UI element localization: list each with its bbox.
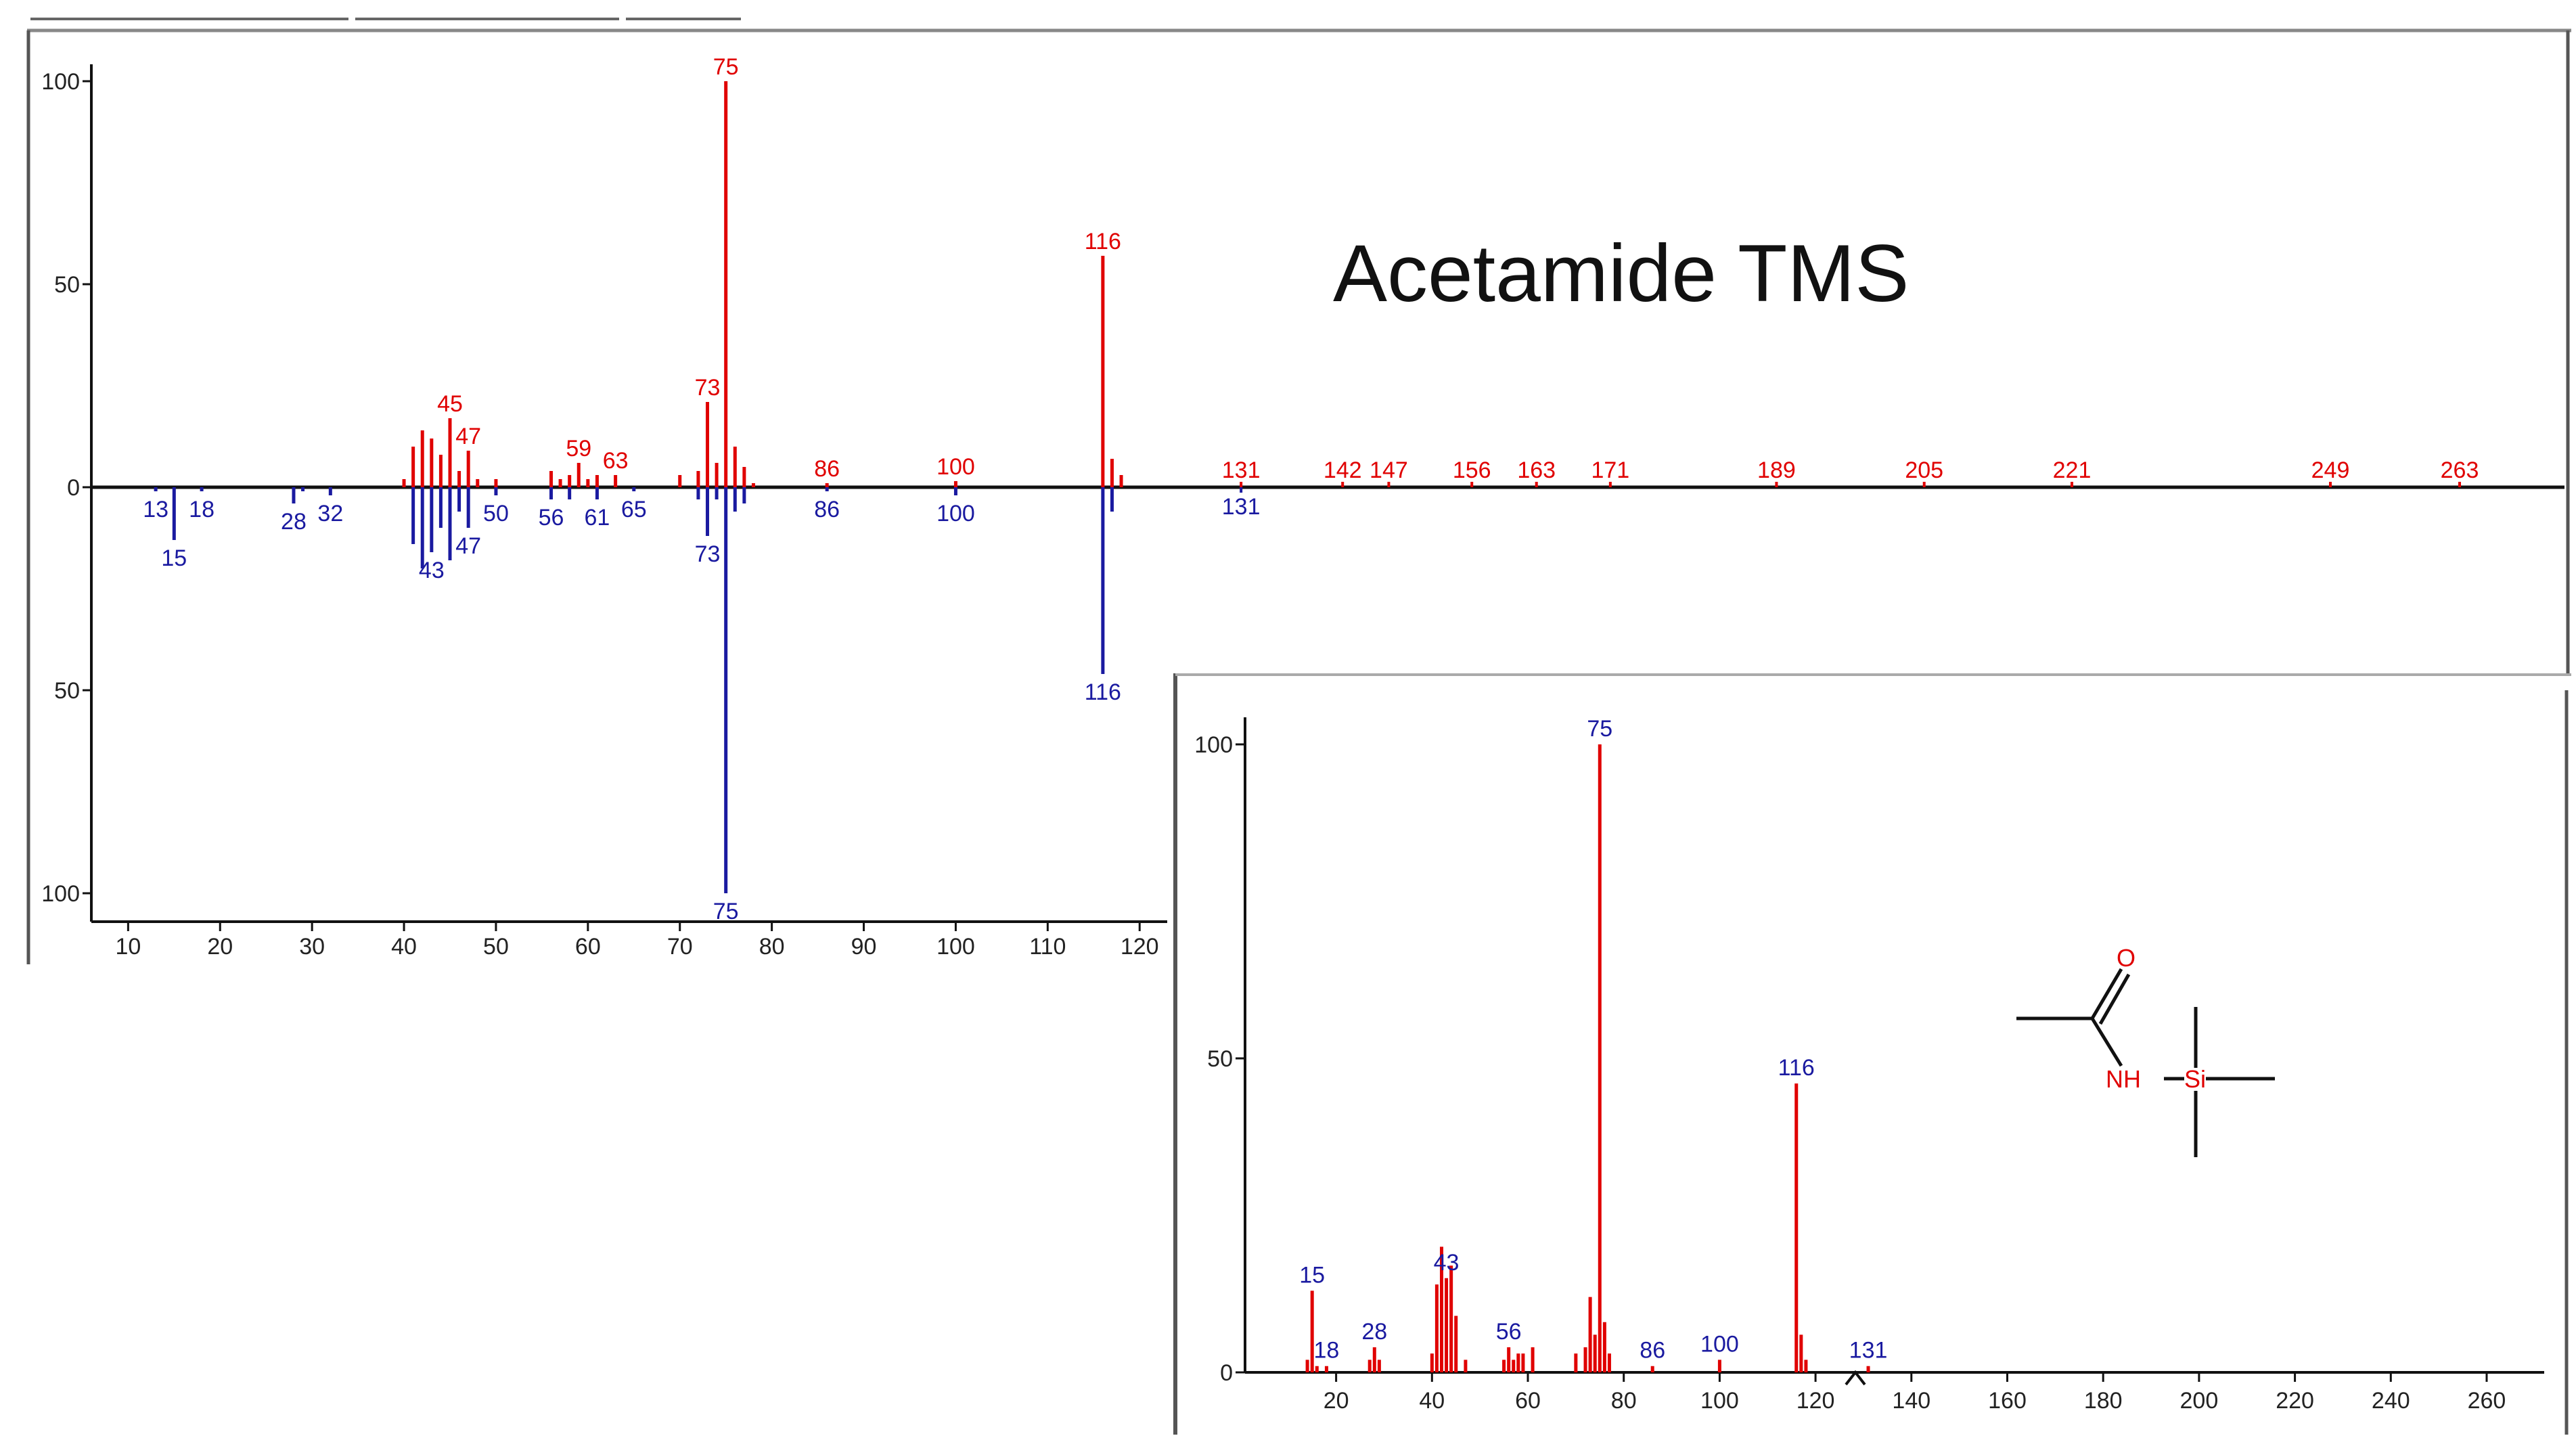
x-tick-label: 30 [299, 934, 325, 960]
inset-peak-label: 116 [1778, 1055, 1815, 1081]
inset-tick-group: 20 40 60 80 100 120 140 160 180 200 220 240 26010050… [1194, 732, 2506, 1414]
y-tick-label: 0 [67, 475, 80, 501]
top-window-edge [27, 18, 2571, 32]
lower-peak-label: 15 [161, 545, 187, 571]
x-tick-label: 50 [483, 934, 509, 960]
lower-peak-label: 13 [143, 497, 168, 522]
inset-x-tick-label: 200 [2180, 1388, 2219, 1414]
lower-peak-label: 32 [317, 501, 343, 526]
inset-y-tick-label: 100 [1194, 732, 1233, 758]
lower-peak-label: 100 [936, 501, 975, 526]
inset-x-tick-label: 140 [1892, 1388, 1930, 1414]
lower-peak-label: 61 [585, 505, 610, 531]
inset-peak-label: 28 [1361, 1319, 1387, 1345]
lower-peak-label: 50 [483, 501, 509, 526]
lower-peak-label: 75 [713, 899, 739, 924]
inset-peak-label: 100 [1700, 1331, 1739, 1357]
upper-peak-label: 189 [1757, 457, 1796, 483]
upper-peak-label: 131 [1222, 457, 1261, 483]
inset-peak-label: 43 [1434, 1250, 1460, 1276]
inset-peak-label: 75 [1587, 716, 1612, 742]
upper-peak-label: 142 [1324, 457, 1362, 483]
upper-peak-label: 47 [455, 424, 481, 449]
upper-peak-label: 205 [1905, 457, 1943, 483]
lower-peak-label: 86 [814, 497, 840, 522]
y-tick-label: 50 [54, 678, 80, 704]
inset-label-group: 15 18 28 43 56 75 86 100 116 131 [1299, 716, 1887, 1364]
upper-peak-label: 156 [1453, 457, 1491, 483]
upper-peak-label: 59 [566, 436, 591, 462]
x-tick-label: 20 [207, 934, 233, 960]
lower-peak-label: 47 [455, 533, 481, 559]
x-tick-label: 60 [575, 934, 601, 960]
inset-panel [1173, 673, 2571, 1435]
lower-peak-label: 56 [539, 505, 564, 531]
x-tick-label: 120 [1121, 934, 1159, 960]
silicon-atom-label: Si [2184, 1065, 2206, 1093]
mirror-peak-group [154, 81, 2461, 893]
mirror-axes [90, 64, 2564, 923]
inset-peak-label: 86 [1640, 1338, 1665, 1364]
upper-peak-label: 147 [1370, 457, 1408, 483]
cursor-marker-icon [1845, 1370, 1866, 1386]
upper-peak-label: 116 [1085, 229, 1121, 254]
upper-peak-label: 171 [1591, 457, 1629, 483]
lower-peak-label: 18 [189, 497, 214, 522]
upper-peak-label: 249 [2311, 457, 2350, 483]
upper-peak-label: 263 [2441, 457, 2479, 483]
x-tick-label: 10 [115, 934, 141, 960]
lower-peak-label: 131 [1222, 494, 1261, 520]
upper-peak-label: 45 [437, 391, 463, 417]
inset-x-tick-label: 180 [2084, 1388, 2123, 1414]
y-tick-label: 100 [41, 69, 80, 95]
y-tick-label: 50 [54, 272, 80, 298]
inset-y-tick-label: 0 [1220, 1360, 1233, 1386]
x-tick-label: 110 [1029, 934, 1066, 960]
upper-peak-label: 63 [603, 448, 629, 474]
upper-peak-label: 86 [814, 456, 840, 482]
x-tick-label: 40 [391, 934, 417, 960]
inset-x-tick-label: 160 [1988, 1388, 2027, 1414]
upper-peak-label: 100 [936, 454, 975, 480]
lower-peak-label: 73 [695, 541, 721, 567]
inset-peak-label: 56 [1496, 1319, 1522, 1345]
mirror-tick-group: 10 20 30 40 50 60 70 80 90 100 110 120 100 50 0 50 100 [41, 69, 1158, 960]
upper-peak-label: 75 [713, 54, 739, 80]
chart-title: Acetamide TMS [1333, 228, 1909, 319]
inset-x-tick-label: 80 [1611, 1388, 1637, 1414]
inset-x-tick-label: 260 [2468, 1388, 2506, 1414]
inset-x-tick-label: 120 [1797, 1388, 1835, 1414]
lower-peak-label: 116 [1085, 679, 1121, 705]
upper-peak-label: 221 [2053, 457, 2092, 483]
x-tick-label: 100 [936, 934, 975, 960]
inset-x-tick-label: 60 [1515, 1388, 1541, 1414]
inset-peak-label: 15 [1299, 1262, 1325, 1288]
upper-peak-label: 73 [695, 375, 721, 401]
x-tick-label: 70 [667, 934, 693, 960]
inset-y-tick-label: 50 [1207, 1046, 1233, 1072]
inset-peak-label: 18 [1314, 1338, 1340, 1364]
nitrogen-atom-label: NH [2106, 1065, 2141, 1093]
inset-x-tick-label: 40 [1419, 1388, 1445, 1414]
inset-peak-label: 131 [1849, 1338, 1888, 1364]
acetamide-tms-structure [2016, 968, 2275, 1157]
inset-peak-group [1305, 744, 1870, 1372]
lower-peak-label: 28 [281, 509, 307, 535]
inset-x-tick-label: 220 [2276, 1388, 2314, 1414]
x-tick-label: 90 [851, 934, 877, 960]
inset-x-tick-label: 100 [1700, 1388, 1739, 1414]
mirror-chart-frame [26, 30, 2570, 964]
lower-peak-label: 65 [621, 497, 647, 522]
y-tick-label: 100 [41, 881, 80, 907]
inset-axes [1244, 717, 2544, 1374]
inset-x-tick-label: 240 [2372, 1388, 2410, 1414]
oxygen-atom-label: O [2117, 944, 2136, 972]
lower-peak-label: 43 [419, 558, 445, 583]
upper-peak-label: 163 [1517, 457, 1556, 483]
inset-x-tick-label: 20 [1324, 1388, 1349, 1414]
x-tick-label: 80 [759, 934, 785, 960]
